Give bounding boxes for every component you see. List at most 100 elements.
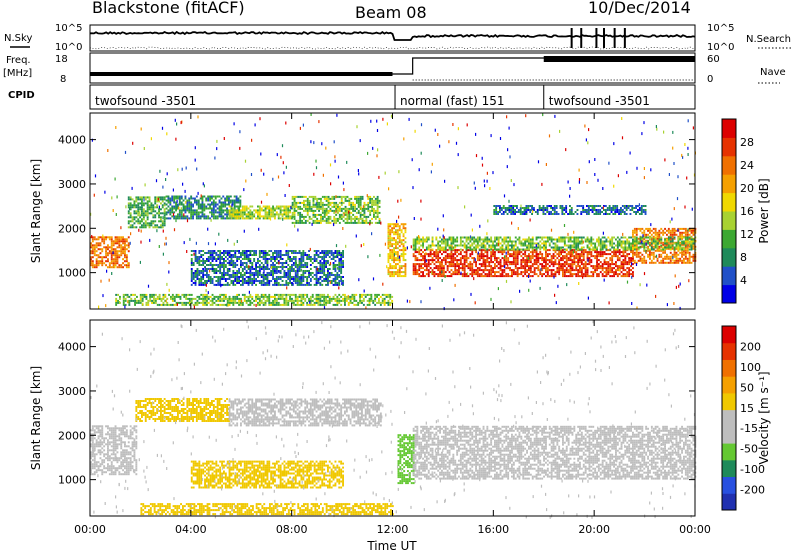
data-cell [117,299,119,302]
data-cell [175,195,177,198]
data-cell [333,205,336,208]
data-cell [304,195,307,198]
data-cell [234,266,237,268]
data-cell [321,303,324,306]
data-cell [359,195,362,198]
data-cell [471,253,474,256]
data-cell [298,299,301,302]
data-cell [141,196,143,199]
data-cell [424,275,426,278]
data-cell [234,299,237,302]
data-cell [253,276,256,278]
data-cell [656,233,659,236]
data-cell [309,256,312,258]
data-cell [333,215,336,218]
data-cell [357,219,360,222]
data-cell [206,303,208,306]
data-cell [192,211,194,214]
data-cell [686,259,689,262]
data-cell [654,249,657,252]
data-cell [437,253,440,256]
data-cell [402,245,405,248]
data-cell [129,198,132,201]
data-cell [573,263,576,266]
data-cell [396,271,399,274]
data-cell [289,258,291,260]
data-cell [221,274,223,276]
data-cell [316,203,319,206]
data-cell [492,249,494,252]
data-cell [312,221,315,224]
data-cell [584,251,587,254]
data-cell [427,273,430,276]
data-cell [688,253,691,256]
data-cell [404,265,407,268]
data-cell [142,196,145,199]
data-cell [418,273,421,276]
data-cell [323,278,326,280]
data-cell [374,303,377,306]
data-cell [266,217,269,220]
data-cell [435,257,438,260]
data-cell [249,260,252,262]
data-cell [192,282,195,284]
data-cell [558,259,561,262]
data-cell [268,280,271,282]
data-cell [279,297,282,300]
data-cell [154,216,157,219]
data-cell [262,303,265,306]
data-cell [435,251,438,254]
data-cell [95,264,98,267]
data-cell [234,278,237,280]
data-cell [101,260,104,263]
data-cell [545,267,547,270]
data-cell [336,283,339,286]
data-cell [262,276,265,278]
data-cell [336,272,339,274]
data-cell [255,252,257,254]
data-cell [107,258,109,261]
data-cell [177,295,180,298]
data-cell [313,297,316,300]
data-cell [512,269,515,272]
data-cell [223,262,225,264]
data-cell [268,301,271,304]
data-cell [266,272,269,274]
data-cell [146,214,149,217]
data-cell [395,265,397,268]
data-cell [223,270,225,272]
data-cell [442,259,445,262]
data-cell [355,217,358,220]
data-cell [237,197,240,200]
data-cell [219,276,222,278]
data-cell [558,263,561,266]
data-cell [323,256,326,258]
data-cell [499,269,502,272]
data-cell [224,303,227,306]
data-cell [125,248,128,251]
data-cell [289,266,291,268]
data-cell [575,257,578,260]
data-cell [556,257,559,260]
data-cell [429,249,432,252]
noise-panel: 10^5 10^0 10^5 10^0 [55,23,734,53]
data-cell [283,283,286,286]
data-cell [198,264,201,266]
data-cell [579,269,581,272]
data-cell [465,246,468,249]
data-cell [684,255,687,258]
data-cell [262,274,265,276]
data-cell [258,274,261,276]
data-cell [313,250,316,252]
data-cell [452,257,455,260]
data-cell [162,301,165,304]
data-cell [365,219,368,222]
data-cell [325,197,328,200]
data-cell [441,246,443,249]
data-cell [575,261,578,264]
data-cell [122,252,124,255]
data-cell [180,213,183,216]
data-cell [414,242,417,245]
data-cell [146,216,149,219]
data-cell [492,261,494,264]
